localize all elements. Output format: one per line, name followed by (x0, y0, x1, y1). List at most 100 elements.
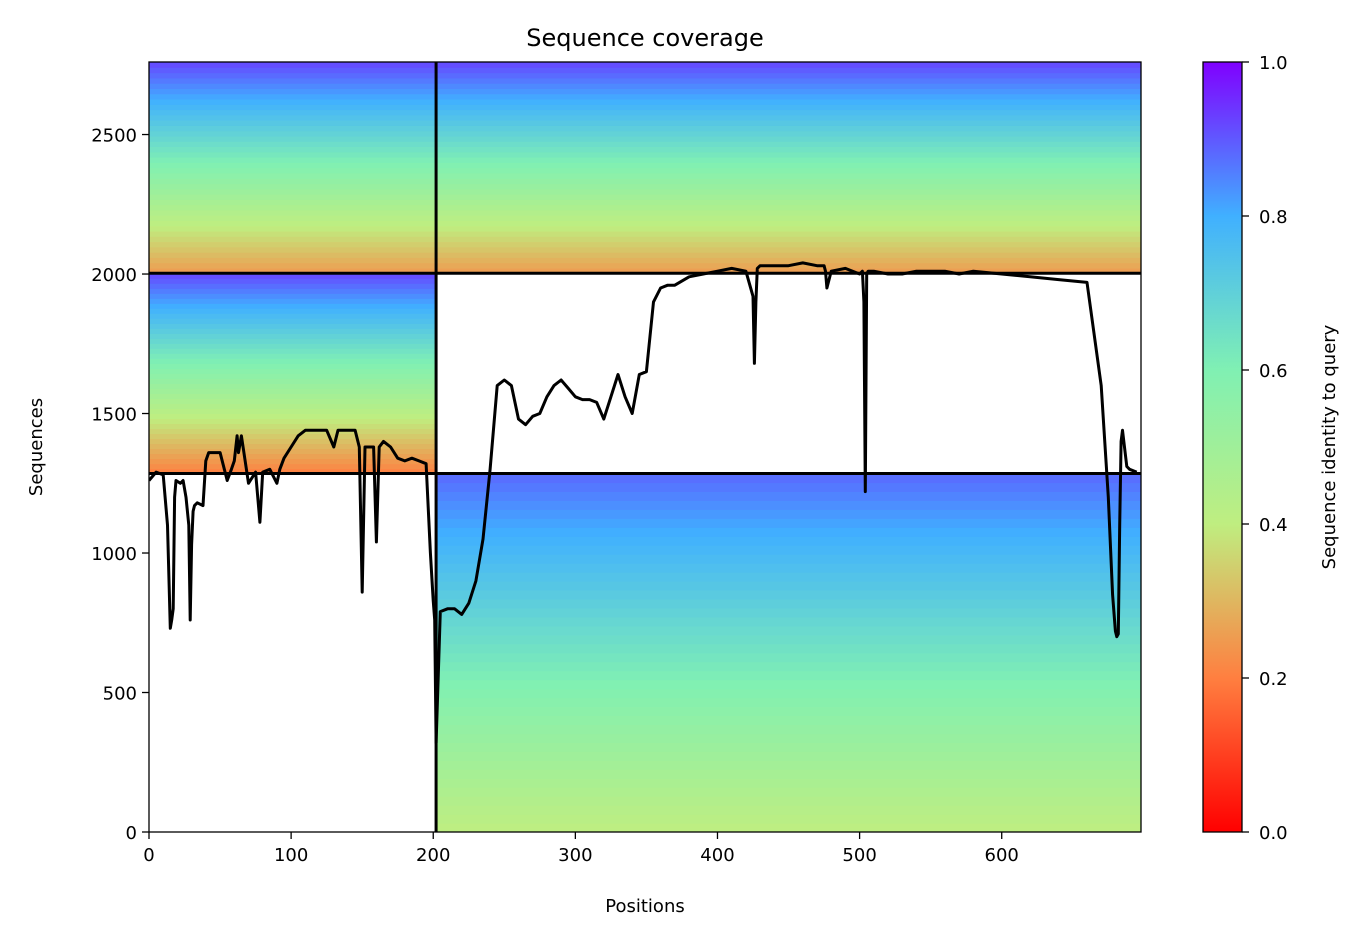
msa-strip (436, 62, 1141, 68)
colorbar-tick-label: 0.6 (1259, 361, 1288, 382)
colorbar-tick-label: 0.2 (1259, 669, 1288, 690)
msa-strip (149, 368, 437, 374)
msa-strip (149, 308, 437, 314)
msa-strip (149, 262, 437, 269)
colorbar-label: Sequence identity to query (1319, 324, 1340, 569)
plot-frame (148, 61, 1142, 833)
msa-strip (149, 215, 437, 221)
msa-strip (436, 518, 1141, 528)
msa-strip (149, 338, 437, 344)
msa-strip (149, 267, 437, 274)
msa-strip (436, 482, 1141, 493)
msa-strip (436, 188, 1141, 195)
msa-strip (149, 146, 437, 153)
x-tick-label: 200 (416, 845, 450, 866)
msa-strip (436, 652, 1141, 663)
msa-strip (436, 545, 1141, 555)
colorbar-ticks: 0.0 0.2 0.4 0.6 0.8 1.0 (1242, 53, 1288, 844)
msa-strip (436, 581, 1141, 591)
msa-strip (436, 661, 1141, 672)
msa-strip (149, 230, 437, 237)
msa-strip (436, 742, 1141, 752)
msa-block (149, 62, 437, 274)
msa-strip (436, 67, 1141, 74)
x-tick-label: 0 (143, 845, 154, 866)
msa-strip (149, 323, 437, 329)
msa-strip (149, 273, 437, 279)
msa-strip (149, 333, 437, 339)
msa-strip (436, 88, 1141, 95)
msa-strip (436, 209, 1141, 216)
msa-strip (149, 458, 437, 465)
x-axis-ticks: 0 100 200 300 400 500 600 (143, 832, 1019, 866)
msa-strip (149, 120, 437, 126)
msa-strip (149, 453, 437, 460)
msa-blocks (149, 62, 1141, 832)
msa-strip (149, 241, 437, 248)
msa-strip (436, 643, 1141, 654)
msa-strip (436, 225, 1141, 232)
msa-strip (436, 230, 1141, 237)
msa-strip (149, 313, 437, 319)
msa-strip (436, 114, 1141, 121)
msa-strip (149, 398, 437, 404)
msa-strip (149, 141, 437, 148)
msa-strip (436, 760, 1141, 770)
msa-strip (149, 109, 437, 116)
msa-strip (436, 509, 1141, 519)
msa-strip (149, 378, 437, 384)
msa-strip (436, 796, 1141, 806)
msa-strip (436, 787, 1141, 797)
msa-strip (149, 225, 437, 232)
msa-strip (149, 438, 437, 445)
msa-strip (149, 172, 437, 179)
msa-strip (149, 283, 437, 289)
msa-strip (436, 823, 1141, 832)
msa-strip (149, 125, 437, 132)
msa-strip (436, 109, 1141, 116)
msa-strip (149, 393, 437, 399)
msa-strip (436, 252, 1141, 258)
msa-strip (436, 193, 1141, 200)
msa-strip (149, 288, 437, 294)
msa-strip (436, 724, 1141, 735)
y-tick-label: 1000 (91, 544, 137, 565)
msa-strip (436, 563, 1141, 573)
msa-strip (149, 88, 437, 95)
msa-strip (149, 83, 437, 89)
msa-strip (436, 616, 1141, 627)
msa-strip (436, 162, 1141, 169)
msa-strip (149, 135, 437, 142)
msa-strip (149, 303, 437, 309)
msa-strip (436, 590, 1141, 600)
msa-strip (436, 706, 1141, 717)
msa-strip (436, 267, 1141, 274)
msa-strip (149, 373, 437, 379)
msa-strip (436, 778, 1141, 788)
msa-strip (149, 353, 437, 359)
msa-strip (149, 448, 437, 455)
msa-strip (436, 246, 1141, 253)
msa-strip (436, 183, 1141, 190)
colorbar-tick-label: 0.0 (1259, 823, 1288, 844)
msa-strip (436, 98, 1141, 105)
msa-strip (149, 236, 437, 243)
msa-strip (436, 751, 1141, 761)
msa-strip (436, 598, 1141, 609)
msa-strip (149, 428, 437, 435)
msa-strip (149, 423, 437, 430)
msa-strip (149, 151, 437, 158)
msa-strip (149, 183, 437, 190)
msa-strip (149, 403, 437, 410)
y-tick-label: 2500 (91, 126, 137, 147)
msa-strip (149, 413, 437, 420)
msa-strip (149, 72, 437, 79)
coverage-line (149, 261, 1138, 745)
x-tick-label: 500 (842, 845, 876, 866)
msa-strip (149, 93, 437, 100)
msa-strip (436, 77, 1141, 84)
msa-strip (149, 130, 437, 137)
msa-strip (436, 688, 1141, 699)
msa-strip (149, 114, 437, 121)
